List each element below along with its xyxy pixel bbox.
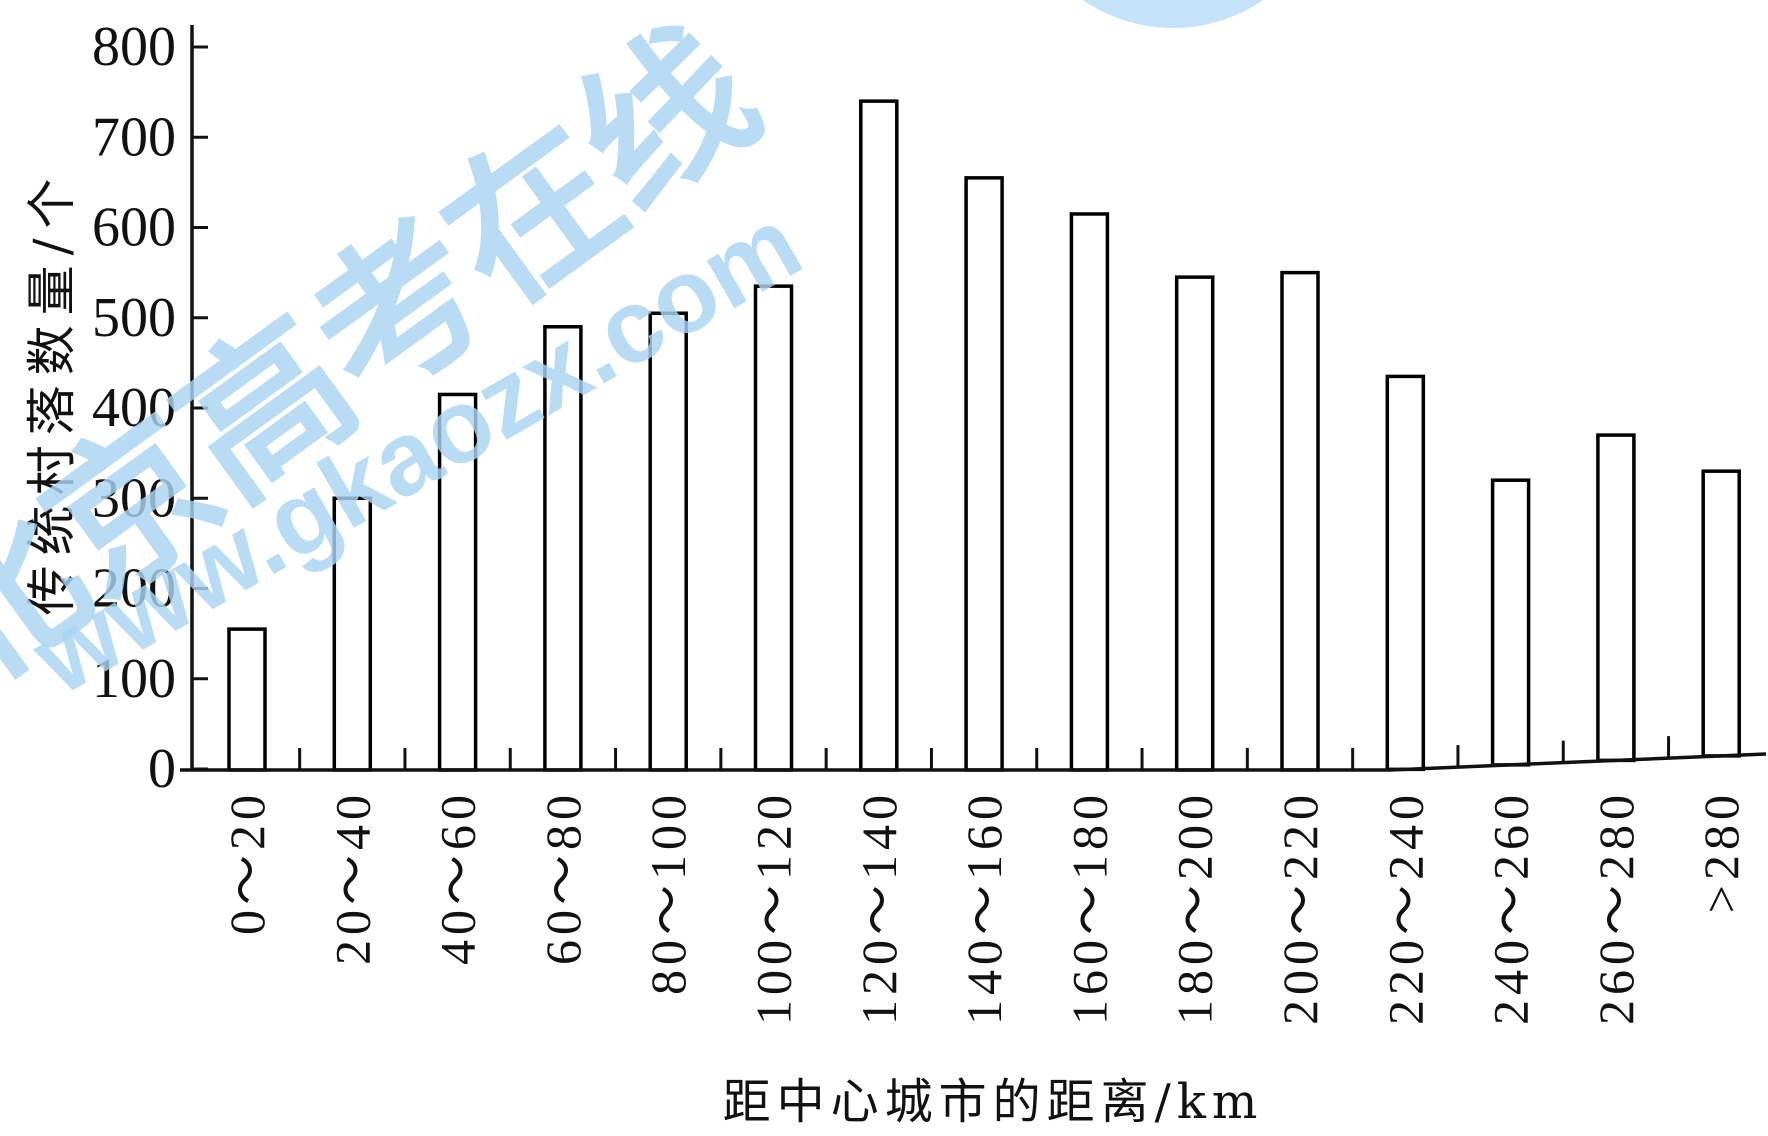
- bar-2: [332, 496, 373, 772]
- bars-group: [227, 99, 1741, 772]
- x-tick-label: 200～220: [1272, 790, 1328, 1025]
- bar-6: [753, 284, 794, 772]
- x-tick-label: 100～120: [746, 790, 802, 1025]
- bar-11: [1280, 270, 1320, 772]
- bar-14: [1596, 433, 1636, 763]
- y-tick-label: 200: [92, 558, 176, 620]
- bar-1: [227, 627, 267, 772]
- x-tick-label: 20～40: [324, 790, 380, 965]
- axes-group: [180, 25, 1767, 772]
- y-ticks-group: 0 100 200 300 400 500 600 700 800: [92, 16, 208, 800]
- x-tick-label: 140～160: [956, 790, 1012, 1025]
- x-tick-label: 120～140: [851, 790, 907, 1025]
- y-tick-label: 0: [148, 738, 176, 800]
- x-ticks-group: 0～20 20～40 40～60 60～80 80～100 100～120 120～140 1…: [219, 736, 1749, 1025]
- bar-9: [1069, 212, 1110, 772]
- bar-12: [1385, 374, 1426, 772]
- bar-15: [1701, 469, 1741, 758]
- x-tick-label: 180～200: [1167, 790, 1223, 1025]
- x-axis-line: [180, 752, 1767, 772]
- y-tick-label: 400: [92, 377, 176, 439]
- y-axis-title: 传统村落数量/个: [23, 169, 81, 616]
- x-tick-label: 0～20: [219, 790, 275, 935]
- x-tick-label: 40～60: [430, 790, 486, 965]
- bar-8: [964, 176, 1004, 772]
- y-tick-label: 300: [92, 467, 176, 529]
- bar-13: [1490, 478, 1531, 767]
- bar-10: [1174, 275, 1215, 772]
- x-tick-label: 160～180: [1061, 790, 1117, 1025]
- bar-3: [437, 392, 478, 772]
- y-tick-label: 800: [92, 16, 176, 78]
- x-tick-label: 260～280: [1588, 790, 1644, 1025]
- x-axis-title: 距中心城市的距离/km: [723, 1074, 1264, 1130]
- bar-7: [859, 99, 899, 772]
- y-tick-label: 100: [92, 648, 176, 710]
- x-tick-label: 80～100: [640, 790, 696, 995]
- y-tick-label: 700: [92, 106, 176, 168]
- watermark-circle: [1082, 0, 1264, 28]
- bar-5: [648, 311, 688, 772]
- y-tick-label: 600: [92, 197, 176, 259]
- y-tick-label: 500: [92, 287, 176, 349]
- x-tick-label: 60～80: [535, 790, 591, 965]
- x-tick-label: >280: [1693, 790, 1749, 913]
- x-tick-label: 220～240: [1377, 790, 1433, 1025]
- x-tick-label: 240～260: [1483, 790, 1539, 1025]
